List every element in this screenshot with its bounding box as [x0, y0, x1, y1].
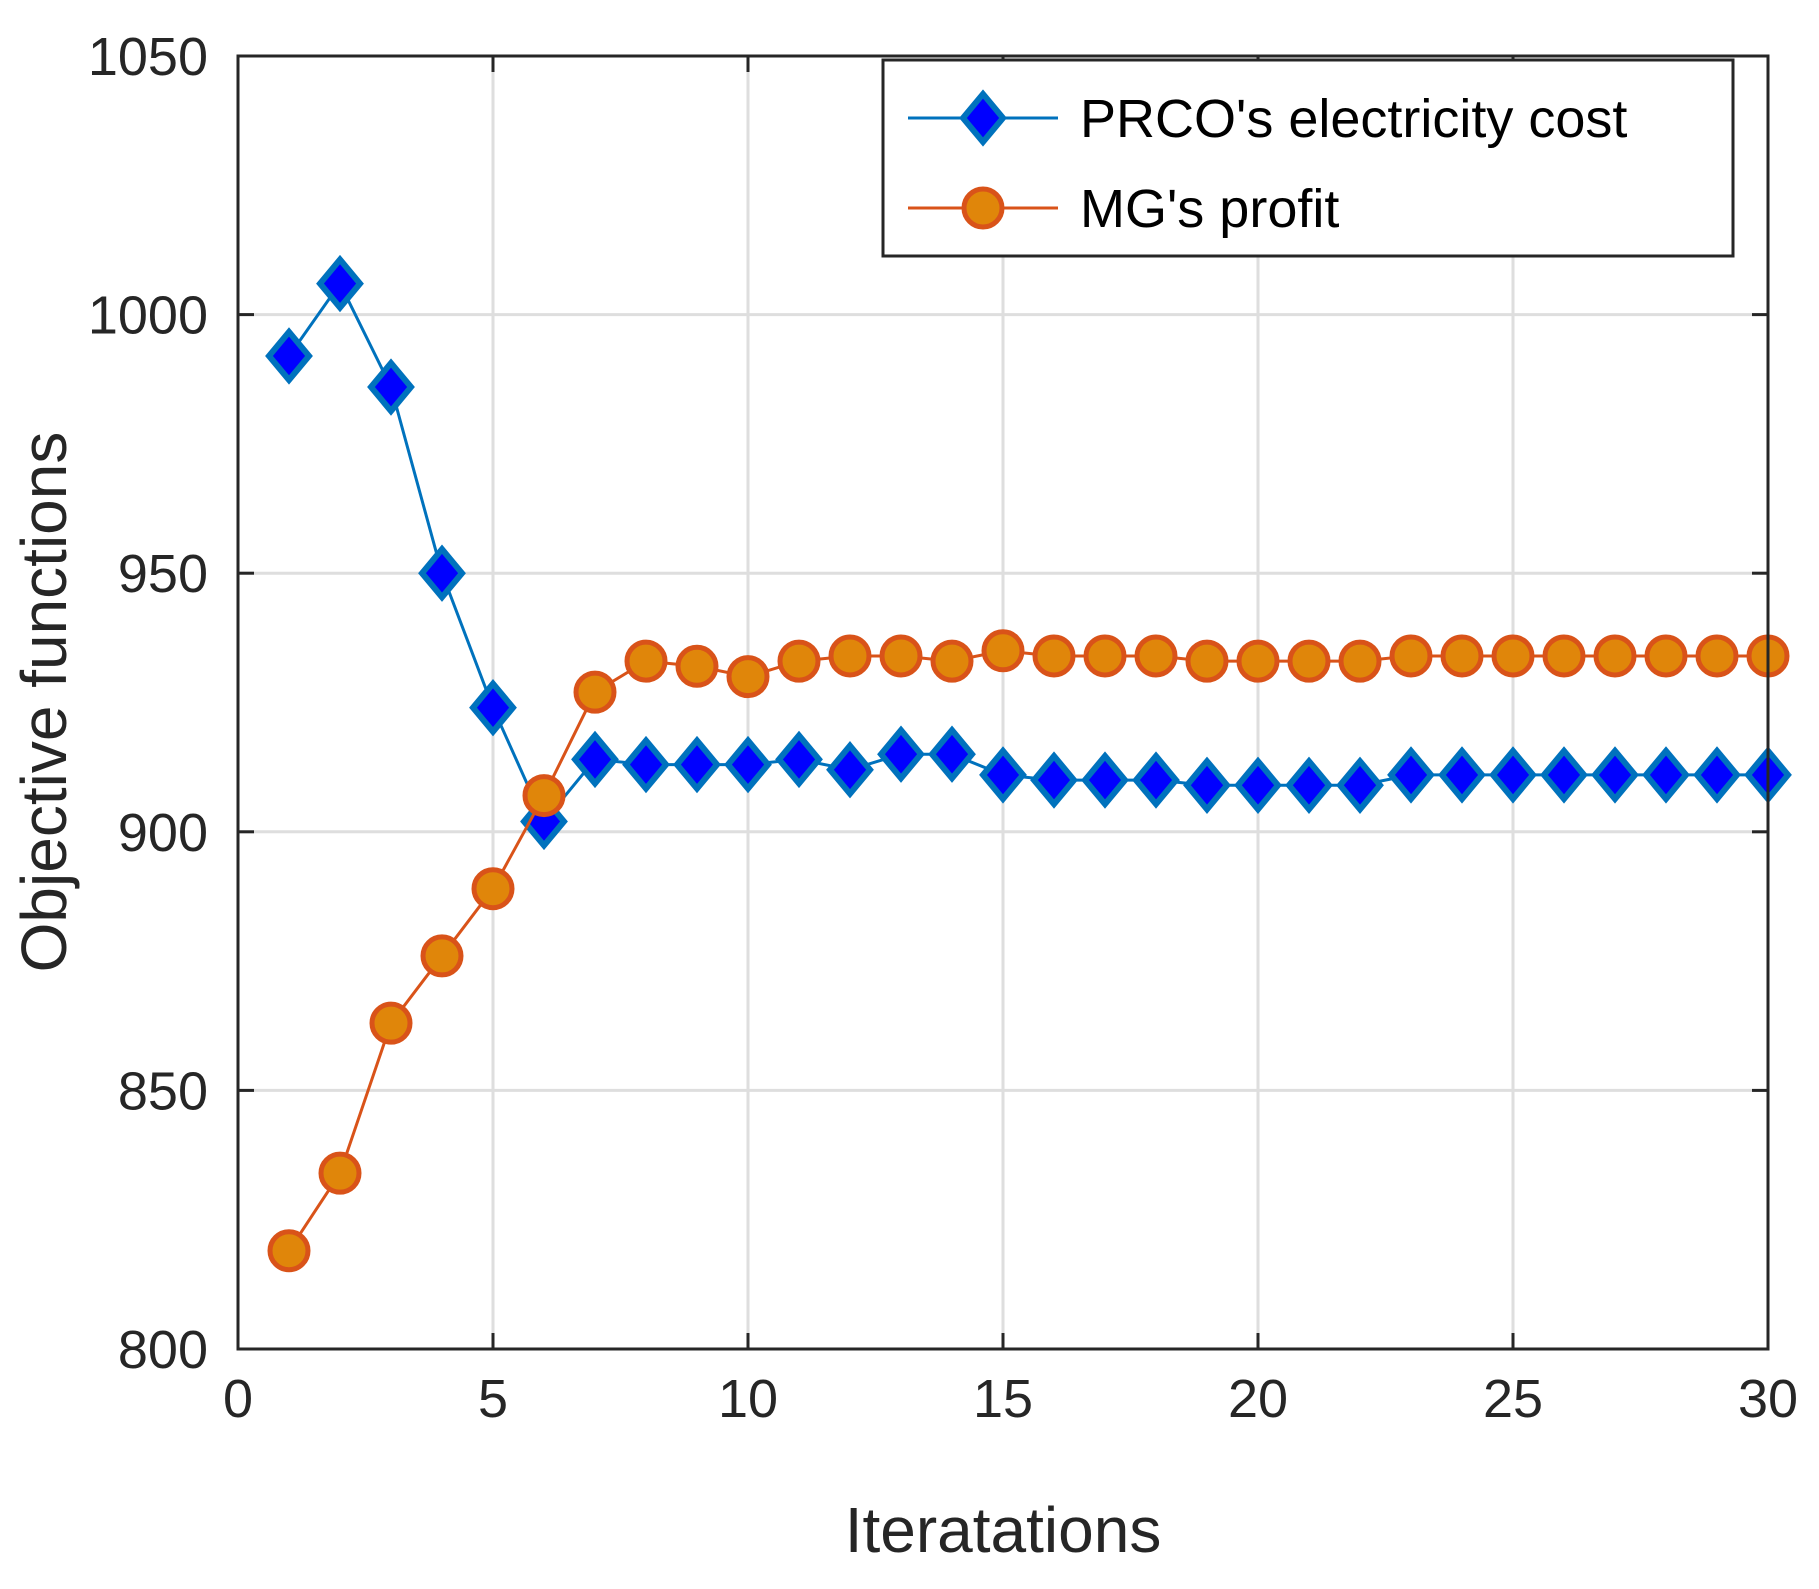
- data-point: [622, 735, 670, 794]
- data-point: [469, 678, 517, 737]
- data-point: [928, 725, 976, 783]
- data-point: [265, 327, 313, 385]
- data-point: [1489, 746, 1537, 804]
- data-point: [673, 735, 721, 794]
- data-point: [1642, 746, 1690, 804]
- data-point: [316, 254, 364, 313]
- data-point: [1644, 634, 1688, 678]
- data-point: [1134, 634, 1178, 678]
- data-point: [777, 639, 821, 683]
- tick-marks: [236, 54, 1770, 1351]
- data-point: [418, 544, 466, 602]
- legend-box: [881, 58, 1735, 258]
- data-point: [1185, 639, 1229, 683]
- y-tick-label: 850: [118, 1061, 208, 1121]
- data-point: [1695, 634, 1739, 678]
- data-point: [1287, 639, 1331, 683]
- series-prco-cost: [265, 254, 1792, 851]
- data-point: [624, 639, 668, 683]
- legend-label: PRCO's electricity cost: [1080, 89, 1627, 149]
- data-point: [775, 730, 823, 789]
- x-tick-label: 15: [973, 1369, 1033, 1429]
- data-point: [979, 746, 1027, 804]
- y-tick-label: 1000: [88, 286, 208, 346]
- data-point: [981, 629, 1025, 673]
- data-point: [930, 639, 974, 683]
- series-group: [265, 254, 1792, 1273]
- data-point: [1387, 746, 1435, 804]
- series-mg-profit: [267, 629, 1790, 1273]
- data-point: [726, 655, 770, 699]
- data-point: [1542, 634, 1586, 678]
- y-tick-label: 800: [118, 1320, 208, 1380]
- data-point: [1236, 639, 1280, 683]
- data-point: [1591, 746, 1639, 804]
- data-point: [1491, 634, 1535, 678]
- x-axis-label: Iteratations: [845, 1494, 1162, 1566]
- data-point: [1338, 639, 1382, 683]
- y-axis-label: Objective functions: [8, 432, 80, 973]
- legend-label: MG's profit: [1080, 179, 1339, 239]
- data-point: [1030, 751, 1078, 809]
- data-point: [1083, 634, 1127, 678]
- data-point: [420, 934, 464, 978]
- y-tick-label: 950: [118, 544, 208, 604]
- x-tick-label: 5: [478, 1369, 508, 1429]
- y-tick-label: 1050: [88, 27, 208, 87]
- data-point: [675, 644, 719, 688]
- y-tick-label: 900: [118, 803, 208, 863]
- data-point: [571, 730, 619, 789]
- data-point: [1693, 746, 1741, 804]
- data-point: [318, 1151, 362, 1195]
- data-point: [1234, 756, 1282, 814]
- data-point: [522, 774, 566, 818]
- data-point: [573, 670, 617, 714]
- data-point: [267, 1229, 311, 1273]
- data-point: [1081, 751, 1129, 809]
- data-point: [1593, 634, 1637, 678]
- tick-labels: 0 5 10 15 20 25 30 800 850 900 950 1000 1050: [88, 27, 1798, 1429]
- legend-marker: [959, 89, 1007, 147]
- x-tick-label: 0: [223, 1369, 253, 1429]
- data-point: [1540, 746, 1588, 804]
- data-point: [1336, 756, 1384, 814]
- data-point: [879, 634, 923, 678]
- data-point: [1032, 634, 1076, 678]
- x-tick-label: 30: [1738, 1369, 1798, 1429]
- data-point: [367, 358, 415, 416]
- data-point: [826, 741, 874, 799]
- data-point: [877, 725, 925, 783]
- data-point: [1132, 751, 1180, 809]
- legend-marker: [961, 186, 1005, 230]
- legend-entry: MG's profit: [908, 179, 1339, 239]
- data-point: [1389, 634, 1433, 678]
- x-tick-label: 10: [718, 1369, 778, 1429]
- data-point: [1440, 634, 1484, 678]
- legend-entry: PRCO's electricity cost: [908, 89, 1627, 149]
- x-tick-label: 25: [1483, 1369, 1543, 1429]
- data-point: [1438, 746, 1486, 804]
- legend: PRCO's electricity cost MG's profit: [881, 58, 1735, 258]
- data-point: [471, 867, 515, 911]
- data-point: [724, 735, 772, 794]
- data-point: [1183, 756, 1231, 814]
- data-point: [828, 634, 872, 678]
- data-point: [1285, 756, 1333, 814]
- data-point: [369, 1001, 413, 1045]
- x-tick-label: 20: [1228, 1369, 1288, 1429]
- grid: [238, 56, 1768, 1349]
